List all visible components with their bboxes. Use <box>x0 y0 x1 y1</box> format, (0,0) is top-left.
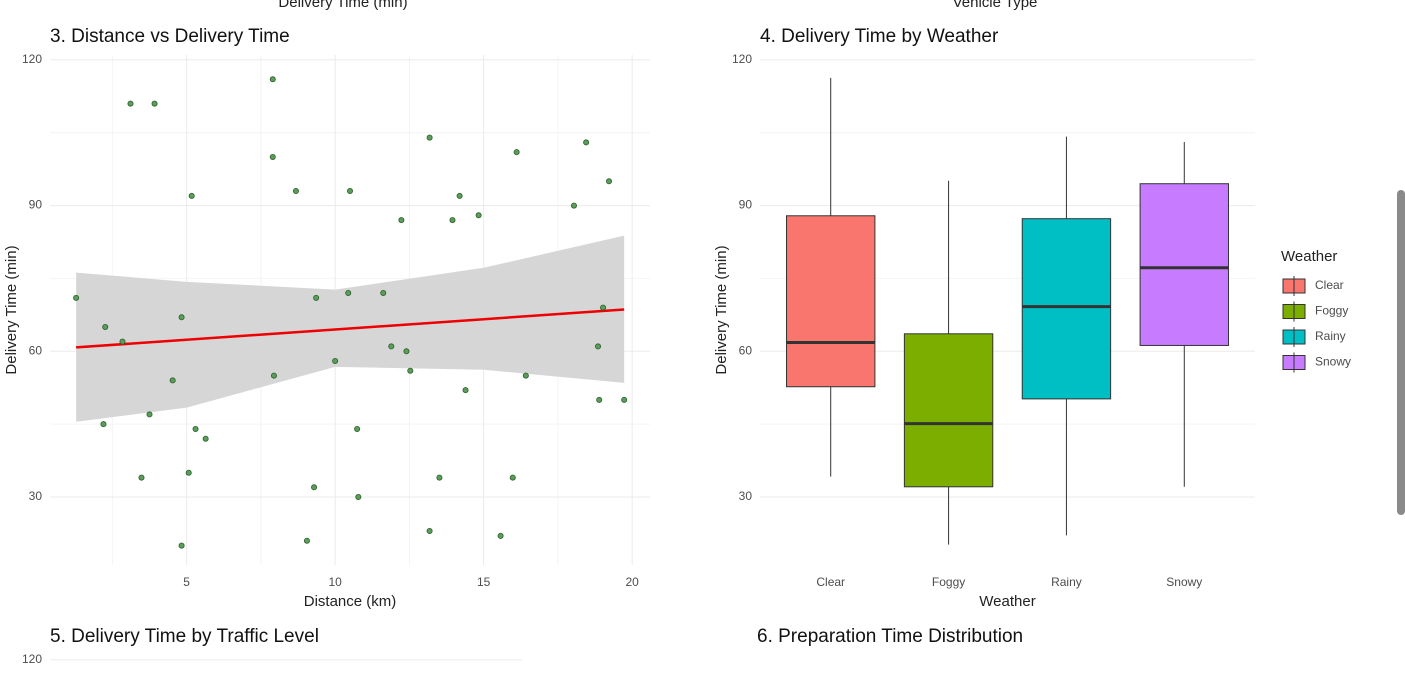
legend-label: Snowy <box>1315 355 1351 369</box>
point <box>621 396 628 403</box>
point <box>570 202 577 209</box>
legend-label: Foggy <box>1315 304 1348 318</box>
point <box>407 367 414 374</box>
box <box>903 333 994 488</box>
y-axis-label: Delivery Time (min) <box>713 245 730 374</box>
y-tick-label: 60 <box>739 343 753 357</box>
box <box>786 215 876 388</box>
point <box>188 192 195 199</box>
point <box>449 217 456 224</box>
y-tick-label: 120 <box>22 52 42 66</box>
x-tick-label: 5 <box>183 575 190 589</box>
point <box>119 338 126 345</box>
point <box>100 421 107 428</box>
box <box>1021 218 1112 400</box>
point <box>313 294 320 301</box>
x-axis-label: Weather <box>979 593 1035 610</box>
point <box>462 387 469 394</box>
box <box>1139 183 1229 346</box>
point <box>270 372 277 379</box>
point <box>380 289 387 296</box>
point <box>169 377 176 384</box>
point <box>311 484 318 491</box>
point <box>456 192 463 199</box>
fit-line <box>76 308 625 349</box>
point <box>595 343 602 350</box>
legend-label: Rainy <box>1315 329 1346 343</box>
point <box>346 187 353 194</box>
point <box>475 212 482 219</box>
y-tick-label: 120 <box>732 52 752 66</box>
x-tick-label: Foggy <box>932 575 965 589</box>
point <box>185 469 192 476</box>
y-tick-label: 60 <box>29 343 43 357</box>
point <box>178 542 185 549</box>
y-tick-label: 90 <box>739 198 753 212</box>
point <box>292 187 299 194</box>
point <box>354 425 361 432</box>
y-tick-label: 120 <box>22 652 42 666</box>
point <box>606 178 613 185</box>
point <box>426 134 433 141</box>
point <box>426 528 433 535</box>
chart-title: 6. Preparation Time Distribution <box>757 626 1023 647</box>
y-tick-label: 30 <box>29 489 43 503</box>
x-tick-label: 20 <box>625 575 639 589</box>
point <box>583 139 590 146</box>
chart-title: 4. Delivery Time by Weather <box>760 26 999 47</box>
point <box>127 100 134 107</box>
point <box>269 76 276 83</box>
point <box>192 425 199 432</box>
partial-axis-label: Vehicle Type <box>953 0 1038 11</box>
y-tick-label: 30 <box>739 489 753 503</box>
point <box>513 149 520 156</box>
point <box>436 474 443 481</box>
legend-title: Weather <box>1281 248 1337 265</box>
x-tick-label: Snowy <box>1166 575 1202 589</box>
x-tick-label: Rainy <box>1051 575 1082 589</box>
point <box>388 343 395 350</box>
point <box>509 474 516 481</box>
point <box>522 372 529 379</box>
y-tick-label: 90 <box>29 198 43 212</box>
x-axis-label: Distance (km) <box>304 593 397 610</box>
point <box>355 493 362 500</box>
point <box>497 532 504 539</box>
point <box>403 348 410 355</box>
chart-title: 3. Distance vs Delivery Time <box>50 26 290 47</box>
point <box>102 323 109 330</box>
point <box>596 396 603 403</box>
point <box>332 357 339 364</box>
point <box>178 314 185 321</box>
point <box>600 304 607 311</box>
chart-title: 5. Delivery Time by Traffic Level <box>50 626 319 647</box>
x-tick-label: 10 <box>328 575 342 589</box>
point <box>146 411 153 418</box>
x-tick-label: Clear <box>816 575 845 589</box>
point <box>73 294 80 301</box>
point <box>269 153 276 160</box>
scrollbar[interactable] <box>1397 190 1405 515</box>
point <box>151 100 158 107</box>
y-axis-label: Delivery Time (min) <box>3 245 20 374</box>
partial-axis-label: Delivery Time (min) <box>278 0 407 11</box>
point <box>303 537 310 544</box>
point <box>345 289 352 296</box>
point <box>398 217 405 224</box>
legend-label: Clear <box>1315 278 1344 292</box>
point <box>202 435 209 442</box>
x-tick-label: 15 <box>477 575 491 589</box>
point <box>138 474 145 481</box>
